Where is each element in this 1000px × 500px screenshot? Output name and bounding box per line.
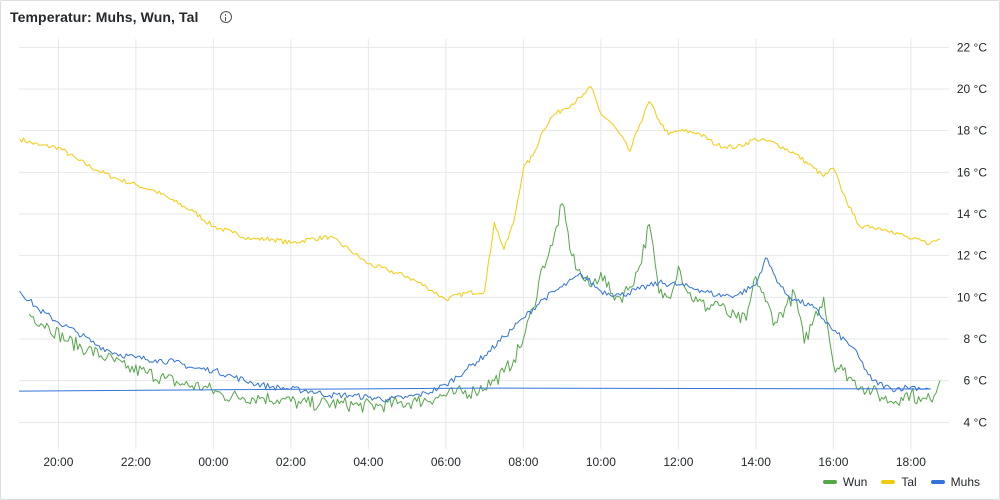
legend-item-muhs[interactable]: Muhs (930, 475, 980, 489)
legend-label: Muhs (950, 475, 980, 489)
legend-item-tal[interactable]: Tal (881, 475, 917, 489)
y-tick-label: 14 °C (957, 207, 987, 221)
series-line-wun (28, 203, 941, 413)
legend: Wun Tal Muhs (822, 475, 980, 489)
x-tick-label: 22:00 (121, 455, 151, 469)
panel-title: Temperatur: Muhs, Wun, Tal (10, 9, 199, 25)
x-tick-label: 18:00 (896, 455, 926, 469)
x-tick-label: 06:00 (431, 455, 461, 469)
y-tick-label: 10 °C (957, 290, 987, 304)
y-tick-label: 22 °C (957, 40, 987, 54)
y-tick-label: 8 °C (964, 332, 988, 346)
legend-swatch (822, 480, 837, 484)
x-tick-label: 04:00 (353, 455, 383, 469)
x-tick-label: 00:00 (198, 455, 228, 469)
x-tick-label: 12:00 (663, 455, 693, 469)
legend-swatch (930, 480, 945, 484)
series-line-muhs (18, 257, 931, 403)
y-tick-label: 12 °C (957, 249, 987, 263)
x-tick-label: 08:00 (508, 455, 538, 469)
y-tick-label: 20 °C (957, 82, 987, 96)
legend-swatch (881, 480, 896, 484)
y-tick-label: 18 °C (957, 124, 987, 138)
legend-label: Wun (842, 475, 868, 489)
x-tick-label: 02:00 (276, 455, 306, 469)
legend-label: Tal (901, 475, 917, 489)
x-tick-label: 10:00 (586, 455, 616, 469)
x-tick-label: 14:00 (741, 455, 771, 469)
y-tick-label: 4 °C (964, 415, 988, 429)
legend-item-wun[interactable]: Wun (822, 475, 868, 489)
y-tick-label: 16 °C (957, 165, 987, 179)
x-tick-label: 20:00 (43, 455, 73, 469)
y-tick-label: 6 °C (964, 374, 988, 388)
info-circle-icon[interactable] (220, 11, 232, 23)
series-line-tal (19, 86, 941, 302)
x-tick-label: 16:00 (818, 455, 848, 469)
